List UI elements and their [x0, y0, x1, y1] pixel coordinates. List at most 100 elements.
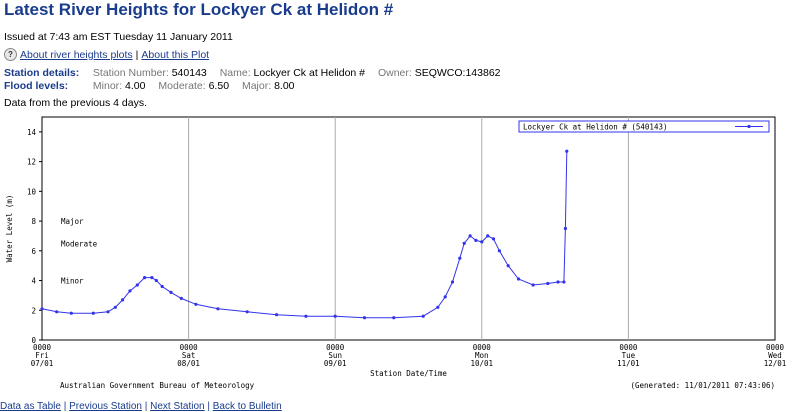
x-tick-day: Mon — [475, 351, 489, 360]
legend-label: Lockyer Ck at Helidon # (540143) — [523, 123, 668, 132]
x-tick-day: Fri — [35, 351, 49, 360]
data-point — [91, 311, 95, 315]
x-tick-time: 0000 — [33, 343, 52, 352]
data-point — [55, 310, 59, 314]
data-point — [143, 276, 147, 280]
river-height-chart: 0000Fri07/010000Sat08/010000Sun09/010000… — [5, 116, 787, 390]
data-point — [150, 276, 154, 280]
x-tick-date: 09/01 — [324, 359, 347, 368]
y-tick-label: 2 — [31, 306, 36, 315]
moderate-label: Moderate: — [158, 80, 206, 92]
data-point — [443, 295, 447, 299]
minor-value: 4.00 — [125, 80, 146, 92]
y-tick-label: 14 — [27, 128, 37, 137]
data-point — [462, 241, 466, 245]
legend-box — [518, 120, 770, 133]
flood-levels-row: Flood levels: Minor: 4.00 Moderate: 6.50… — [4, 80, 507, 93]
data-point — [194, 302, 198, 306]
y-tick-label: 10 — [27, 187, 37, 196]
y-tick-label: 0 — [31, 336, 36, 345]
data-point — [562, 280, 566, 284]
y-tick-label: 8 — [31, 217, 36, 226]
x-tick-date: 11/01 — [617, 359, 640, 368]
x-axis-label: Station Date/Time — [370, 369, 447, 378]
data-point — [546, 281, 550, 286]
x-tick-date: 12/01 — [764, 359, 787, 368]
data-point — [245, 310, 249, 314]
data-point — [421, 314, 425, 318]
data-point — [474, 238, 478, 242]
x-tick-time: 0000 — [766, 343, 785, 352]
help-links: ? About river heights plots | About this… — [4, 48, 209, 61]
x-tick-day: Sat — [182, 351, 196, 360]
data-point — [516, 277, 521, 281]
data-point — [362, 316, 367, 320]
minor-label: Minor: — [92, 80, 123, 92]
issued-text: Issued at 7:43 am EST Tuesday 11 January… — [4, 31, 233, 43]
help-icon: ? — [4, 48, 17, 61]
data-point — [458, 256, 462, 260]
data-point — [304, 314, 308, 318]
major-value: 8.00 — [274, 80, 295, 92]
data-point — [40, 307, 44, 311]
about-this-plot-link[interactable]: About this Plot — [141, 48, 210, 61]
data-point — [468, 234, 472, 238]
data-point — [333, 314, 337, 318]
data-point — [275, 313, 279, 317]
data-point — [486, 234, 490, 238]
station-number-value: 540143 — [171, 67, 207, 79]
x-tick-time: 0000 — [473, 343, 492, 352]
station-details-row: Station details: Station Number: 540143 … — [4, 67, 507, 80]
legend-marker — [747, 124, 751, 129]
y-tick-label: 12 — [27, 158, 36, 167]
data-point — [69, 311, 73, 315]
y-tick-label: 4 — [31, 277, 36, 286]
station-name-value: Lockyer Ck at Helidon # — [253, 67, 366, 79]
data-point — [113, 305, 117, 309]
link-separator: | — [135, 48, 139, 61]
flood-level-label-major: Major — [61, 217, 84, 226]
station-details: Station details: Station Number: 540143 … — [4, 67, 507, 93]
data-point — [497, 249, 501, 253]
x-tick-day: Tue — [622, 351, 636, 360]
data-point — [491, 237, 496, 241]
page-title: Latest River Heights for Lockyer Ck at H… — [4, 0, 394, 19]
y-tick-label: 6 — [31, 247, 36, 256]
data-point — [169, 290, 173, 294]
station-details-label: Station details: — [4, 67, 80, 79]
x-tick-date: 07/01 — [31, 359, 54, 368]
station-name-label: Name: — [219, 67, 251, 79]
previous-station-link[interactable]: Previous Station — [69, 401, 142, 412]
data-point — [160, 284, 164, 289]
data-point — [154, 278, 158, 283]
x-tick-time: 0000 — [619, 343, 638, 352]
back-to-bulletin-link[interactable]: Back to Bulletin — [212, 401, 282, 412]
x-tick-day: Sun — [328, 351, 342, 360]
data-point — [216, 307, 220, 311]
previous-days-text: Data from the previous 4 days. — [4, 97, 147, 109]
x-tick-date: 08/01 — [177, 359, 200, 368]
owner-value: SEQWCO:143862 — [414, 67, 501, 79]
data-point — [563, 226, 568, 231]
data-point — [121, 298, 125, 302]
data-point — [179, 296, 183, 300]
footer-generated-text: (Generated: 11/01/2011 07:43:06) — [631, 381, 776, 390]
data-point — [392, 316, 396, 320]
data-point — [128, 289, 132, 293]
next-station-link[interactable]: Next Station — [150, 401, 205, 412]
x-tick-time: 0000 — [326, 343, 345, 352]
data-point — [556, 280, 560, 284]
bottom-links: Data as Table | Previous Station | Next … — [0, 401, 282, 412]
flood-level-label-minor: Minor — [61, 277, 84, 286]
data-point — [135, 283, 139, 287]
about-river-heights-link[interactable]: About river heights plots — [20, 48, 133, 61]
owner-label: Owner: — [377, 67, 412, 79]
data-as-table-link[interactable]: Data as Table — [0, 401, 61, 412]
flood-levels-label: Flood levels: — [4, 80, 69, 92]
x-tick-day: Wed — [768, 351, 782, 360]
data-point — [480, 240, 484, 244]
data-point — [506, 264, 510, 268]
data-point — [436, 305, 440, 309]
plot-frame — [41, 116, 776, 341]
data-point — [106, 310, 110, 314]
